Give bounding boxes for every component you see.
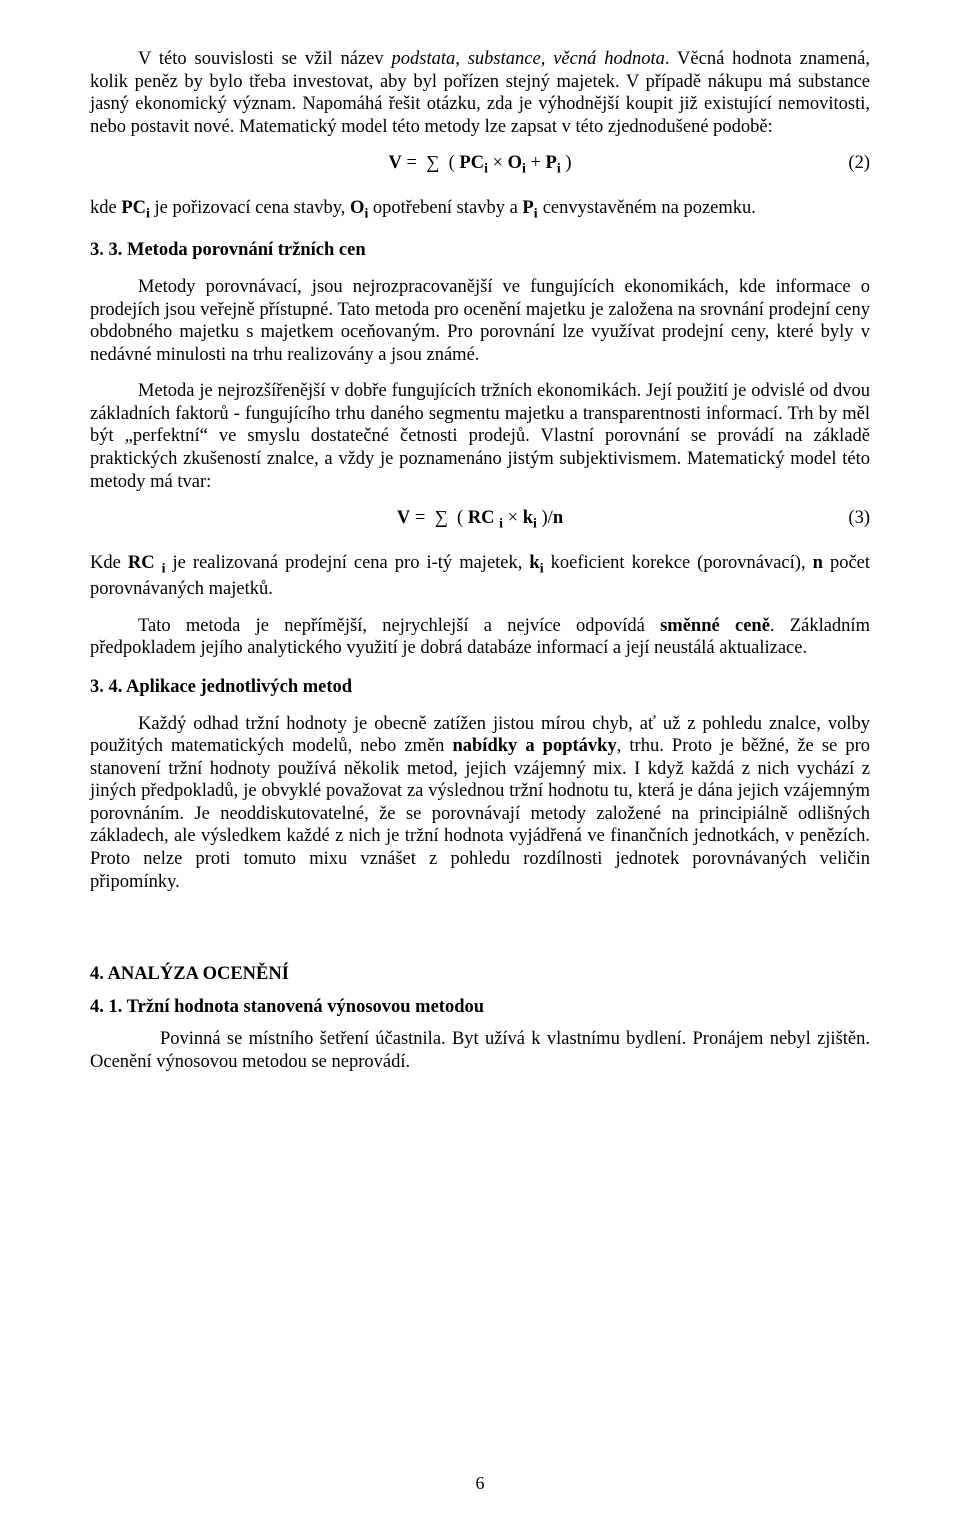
equation-body: V = ∑ ( PCi × Oi + Pi ) bbox=[388, 153, 571, 173]
paragraph-intro: V této souvislosti se vžil název podstat… bbox=[90, 48, 870, 138]
equation-number: (3) bbox=[848, 507, 870, 530]
text: Kde bbox=[90, 553, 128, 573]
var-k: k bbox=[529, 553, 539, 573]
equation-body: V = ∑ ( RC i × ki )/n bbox=[397, 508, 563, 528]
var-n: n bbox=[813, 553, 823, 573]
text: je realizovaná prodejní cena pro i-tý ma… bbox=[165, 553, 529, 573]
equation-number: (2) bbox=[848, 152, 870, 175]
text-italic: podstata, substance, věcná hodnota bbox=[392, 49, 665, 69]
paragraph-eq3-legend: Kde RC i je realizovaná prodejní cena pr… bbox=[90, 552, 870, 601]
bold-text: nabídky a poptávky bbox=[452, 736, 616, 756]
text: je pořizovací cena stavby, bbox=[150, 198, 350, 218]
paragraph-eq2-legend: kde PCi je pořizovací cena stavby, Oi op… bbox=[90, 197, 870, 224]
paragraph-3-3c: Tato metoda je nepřímější, nejrychlejší … bbox=[90, 615, 870, 660]
heading-4: 4. ANALÝZA OCENĚNÍ bbox=[90, 963, 870, 986]
var-o: O bbox=[350, 198, 364, 218]
equation-3: V = ∑ ( RC i × ki )/n (3) bbox=[90, 507, 870, 534]
equation-2: V = ∑ ( PCi × Oi + Pi ) (2) bbox=[90, 152, 870, 179]
heading-3-3: 3. 3. Metoda porovnání tržních cen bbox=[90, 239, 870, 262]
text: , trhu. Proto je běžné, že se pro stanov… bbox=[90, 736, 870, 891]
document-page: V této souvislosti se vžil název podstat… bbox=[0, 0, 960, 1523]
paragraph-3-3a: Metody porovnávací, jsou nejrozpracovaně… bbox=[90, 276, 870, 366]
heading-3-4: 3. 4. Aplikace jednotlivých metod bbox=[90, 676, 870, 699]
paragraph-4-1: Povinná se místního šetření účastnila. B… bbox=[90, 1028, 870, 1073]
var-pc: PC bbox=[121, 198, 146, 218]
sub: i bbox=[534, 207, 538, 222]
text: opotřebení stavby a bbox=[368, 198, 522, 218]
page-number: 6 bbox=[0, 1473, 960, 1495]
var-p: P bbox=[522, 198, 533, 218]
paragraph-3-3b: Metoda je nejrozšířenější v dobře funguj… bbox=[90, 380, 870, 493]
paragraph-3-4: Každý odhad tržní hodnoty je obecně zatí… bbox=[90, 713, 870, 894]
var-rc: RC bbox=[128, 553, 162, 573]
heading-4-1: 4. 1. Tržní hodnota stanovená výnosovou … bbox=[90, 996, 870, 1019]
bold-text: směnné ceně bbox=[660, 616, 770, 636]
text: Tato metoda je nepřímější, nejrychlejší … bbox=[138, 616, 660, 636]
text: V této souvislosti se vžil název bbox=[138, 49, 392, 69]
text: kde bbox=[90, 198, 121, 218]
text: koeficient korekce (porovnávací), bbox=[544, 553, 813, 573]
text: Povinná se místního šetření účastnila. B… bbox=[90, 1029, 870, 1072]
text: cenvystavěném na pozemku. bbox=[543, 198, 756, 218]
